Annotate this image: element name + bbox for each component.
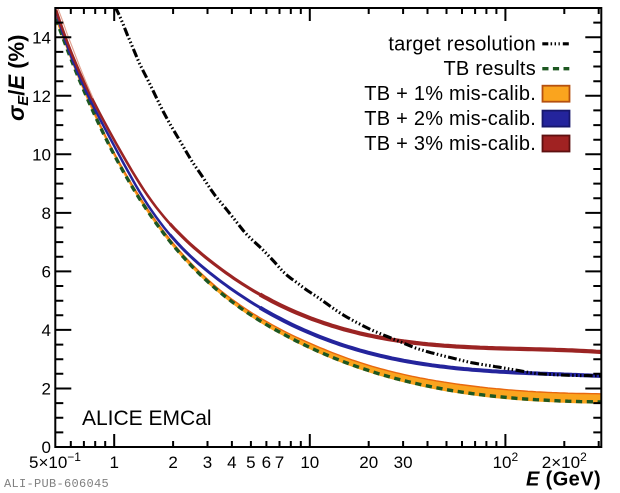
svg-text:TB + 3% mis-calib.: TB + 3% mis-calib. — [364, 133, 536, 155]
svg-text:TB results: TB results — [443, 58, 536, 80]
svg-text:1: 1 — [109, 453, 118, 472]
svg-text:4: 4 — [42, 321, 51, 340]
svg-text:TB + 1% mis-calib.: TB + 1% mis-calib. — [364, 83, 536, 105]
svg-text:ALI-PUB-606045: ALI-PUB-606045 — [4, 477, 109, 491]
svg-text:0: 0 — [42, 438, 51, 457]
svg-text:E (GeV): E (GeV) — [526, 469, 601, 491]
svg-text:20: 20 — [359, 453, 378, 472]
svg-text:30: 30 — [394, 453, 413, 472]
svg-text:8: 8 — [42, 204, 51, 223]
svg-text:12: 12 — [32, 87, 51, 106]
svg-text:5: 5 — [246, 453, 255, 472]
svg-text:2×102: 2×102 — [542, 450, 587, 472]
svg-text:14: 14 — [32, 28, 51, 47]
svg-text:3: 3 — [203, 453, 212, 472]
svg-text:10: 10 — [300, 453, 319, 472]
svg-text:6: 6 — [262, 453, 271, 472]
svg-text:ALICE EMCal: ALICE EMCal — [82, 407, 212, 430]
svg-text:7: 7 — [275, 453, 284, 472]
svg-text:target resolution: target resolution — [388, 33, 536, 55]
svg-text:2: 2 — [42, 380, 51, 399]
svg-text:4: 4 — [227, 453, 236, 472]
svg-text:TB + 2% mis-calib.: TB + 2% mis-calib. — [364, 108, 536, 130]
svg-text:10: 10 — [32, 145, 51, 164]
svg-text:6: 6 — [42, 262, 51, 281]
svg-text:σE/E (%): σE/E (%) — [3, 35, 32, 121]
svg-text:2: 2 — [168, 453, 177, 472]
